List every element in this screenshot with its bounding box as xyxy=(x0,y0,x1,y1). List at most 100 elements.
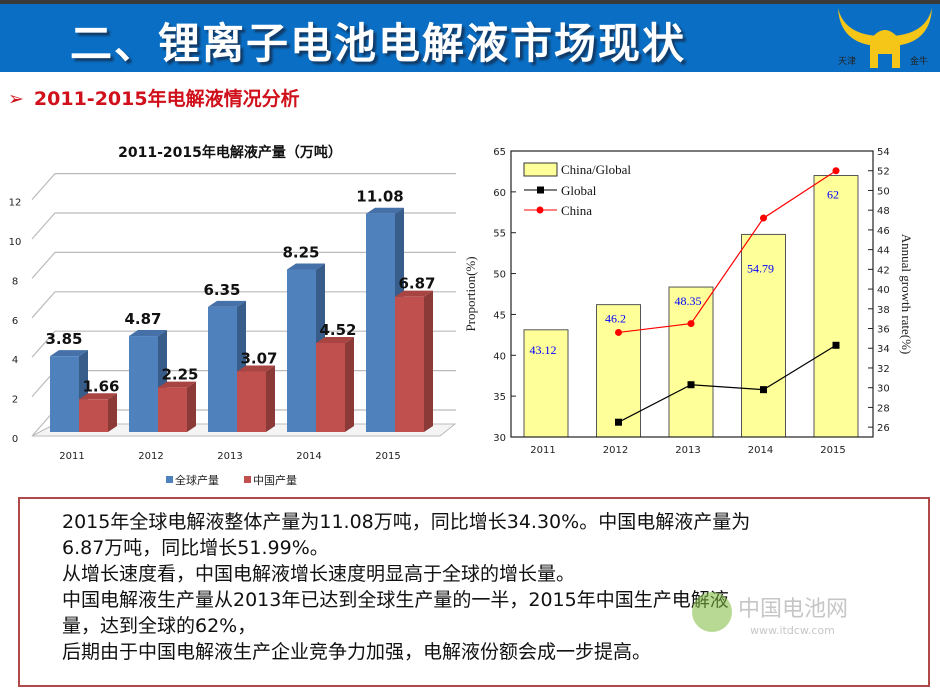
y2-tick-label: 34 xyxy=(877,344,890,355)
bar-top xyxy=(158,381,196,388)
svg-text:天津: 天津 xyxy=(838,56,856,67)
x-tick-label: 2014 xyxy=(748,445,773,456)
y2-tick-label: 54 xyxy=(877,147,890,158)
legend-label: China xyxy=(561,203,592,218)
svg-text:www.itdcw.com: www.itdcw.com xyxy=(750,624,835,637)
summary-line: 后期由于中国电解液生产企业竞争力加强，电解液份额会成一步提高。 xyxy=(62,641,652,663)
subtitle-text: 2011-2015年电解液情况分析 xyxy=(33,88,300,110)
global-bar xyxy=(129,336,158,432)
bar-top xyxy=(50,350,88,357)
bar-value-label: 54.79 xyxy=(747,261,774,275)
proportion-bar xyxy=(668,286,714,438)
bar-value-label: 48.35 xyxy=(675,294,702,308)
y-tick-label: 60 xyxy=(493,188,506,199)
bar-top xyxy=(129,330,167,337)
svg-text:金牛: 金牛 xyxy=(910,55,928,67)
global-point xyxy=(687,381,695,389)
x-tick-label: 2012 xyxy=(138,451,163,462)
y2-tick-label: 52 xyxy=(877,167,890,178)
data-label: 4.87 xyxy=(124,310,161,328)
legend-label: 中国产量 xyxy=(253,473,297,487)
y2-tick-label: 50 xyxy=(877,186,890,197)
china-bar xyxy=(316,342,345,432)
data-label: 3.07 xyxy=(240,350,277,368)
bar-side xyxy=(187,381,196,432)
y2-tick-label: 40 xyxy=(877,285,890,296)
y-tick-label: 6 xyxy=(12,316,18,327)
y-tick-label: 50 xyxy=(493,270,506,281)
china-bar xyxy=(237,371,266,432)
logo: 天津 金牛 xyxy=(838,8,932,68)
proportion-bar xyxy=(813,175,859,438)
chart-title: 2011-2015年电解液产量（万吨） xyxy=(118,144,342,161)
y2-axis-label: Annual growth rate(%) xyxy=(899,234,914,355)
production-bar-chart: 2011-2015年电解液产量（万吨） 0 2 4 6 8 10 12 3.85 1.66 2011… xyxy=(9,144,457,487)
x-tick-label: 2015 xyxy=(375,451,400,462)
summary-textbox: 2015年全球电解液整体产量为11.08万吨，同比增长34.30%。中国电解液产… xyxy=(18,497,930,687)
watermark: 中国电池网 www.itdcw.com xyxy=(692,592,848,637)
global-bar xyxy=(366,213,395,432)
data-label: 6.87 xyxy=(398,275,435,293)
plot-frame xyxy=(510,150,874,438)
arrow-bullet-icon: ➢ xyxy=(8,88,24,110)
x-tick-label: 2015 xyxy=(820,445,845,456)
x-tick-label: 2011 xyxy=(530,445,555,456)
china-bar xyxy=(395,296,424,432)
legend-label: China/Global xyxy=(561,162,631,177)
y2-tick-label: 38 xyxy=(877,305,890,316)
y-tick-label: 12 xyxy=(9,198,22,209)
y2-tick-label: 42 xyxy=(877,265,890,276)
y-tick-label: 4 xyxy=(12,355,18,366)
global-point xyxy=(760,386,767,394)
y-tick-label: 0 xyxy=(12,434,18,445)
bar-top xyxy=(366,207,404,214)
legend-swatch-china xyxy=(244,476,251,483)
bar-top xyxy=(316,336,354,343)
bar-top xyxy=(79,393,117,400)
x-tick-label: 2012 xyxy=(603,445,628,456)
y-tick-label: 55 xyxy=(493,229,506,240)
bar-top xyxy=(287,263,325,270)
legend-label: 全球产量 xyxy=(175,473,219,487)
bar-side xyxy=(266,365,275,432)
y2-tick-label: 26 xyxy=(877,423,890,434)
y-tick-label: 2 xyxy=(12,395,18,406)
summary-line: 中国电解液生产量从2013年已达到全球生产量的一半，2015年中国生产电解液 xyxy=(62,589,729,611)
y-tick-label: 45 xyxy=(493,310,506,321)
bar-value-label: 46.2 xyxy=(605,312,626,326)
top-strip xyxy=(0,0,940,4)
x-tick-label: 2014 xyxy=(296,451,321,462)
data-label: 3.85 xyxy=(45,330,82,348)
gridline xyxy=(31,212,456,240)
y-axis-label: Proportion(%) xyxy=(463,256,478,331)
data-label: 6.35 xyxy=(203,281,240,299)
legend-swatch-global xyxy=(166,476,173,483)
y2-tick-label: 32 xyxy=(877,364,890,375)
y-tick-label: 8 xyxy=(12,276,18,287)
legend-marker-china xyxy=(536,206,544,214)
proportion-bar xyxy=(523,329,569,438)
china-growth-line xyxy=(618,170,837,334)
y-tick-label: 40 xyxy=(493,351,506,362)
bar-top xyxy=(237,365,275,372)
bar-side xyxy=(345,336,354,432)
bar-top xyxy=(395,290,433,297)
summary-line: 从增长速度看，中国电解液增长速度明显高于全球的增长量。 xyxy=(62,563,576,585)
summary-line: 2015年全球电解液整体产量为11.08万吨，同比增长34.30%。中国电解液产… xyxy=(62,511,751,533)
y2-tick-label: 36 xyxy=(877,325,890,336)
slide-title: 二、锂离子电池电解液市场现状 xyxy=(70,19,687,68)
data-label: 2.25 xyxy=(161,366,198,384)
bar-side xyxy=(108,393,117,432)
china-point xyxy=(760,214,767,222)
slide-header: 二、锂离子电池电解液市场现状 天津 金牛 xyxy=(0,4,940,72)
bar-value-label: 43.12 xyxy=(530,343,557,357)
x-tick-label: 2013 xyxy=(675,445,700,456)
bar-side xyxy=(424,290,433,432)
proportion-bar xyxy=(741,233,786,438)
china-point xyxy=(832,167,840,175)
data-label: 8.25 xyxy=(282,243,319,261)
y-tick-label: 35 xyxy=(493,392,506,403)
legend-label: Global xyxy=(561,183,597,198)
summary-line: 6.87万吨，同比增长51.99%。 xyxy=(62,537,329,559)
gridline xyxy=(31,172,456,200)
